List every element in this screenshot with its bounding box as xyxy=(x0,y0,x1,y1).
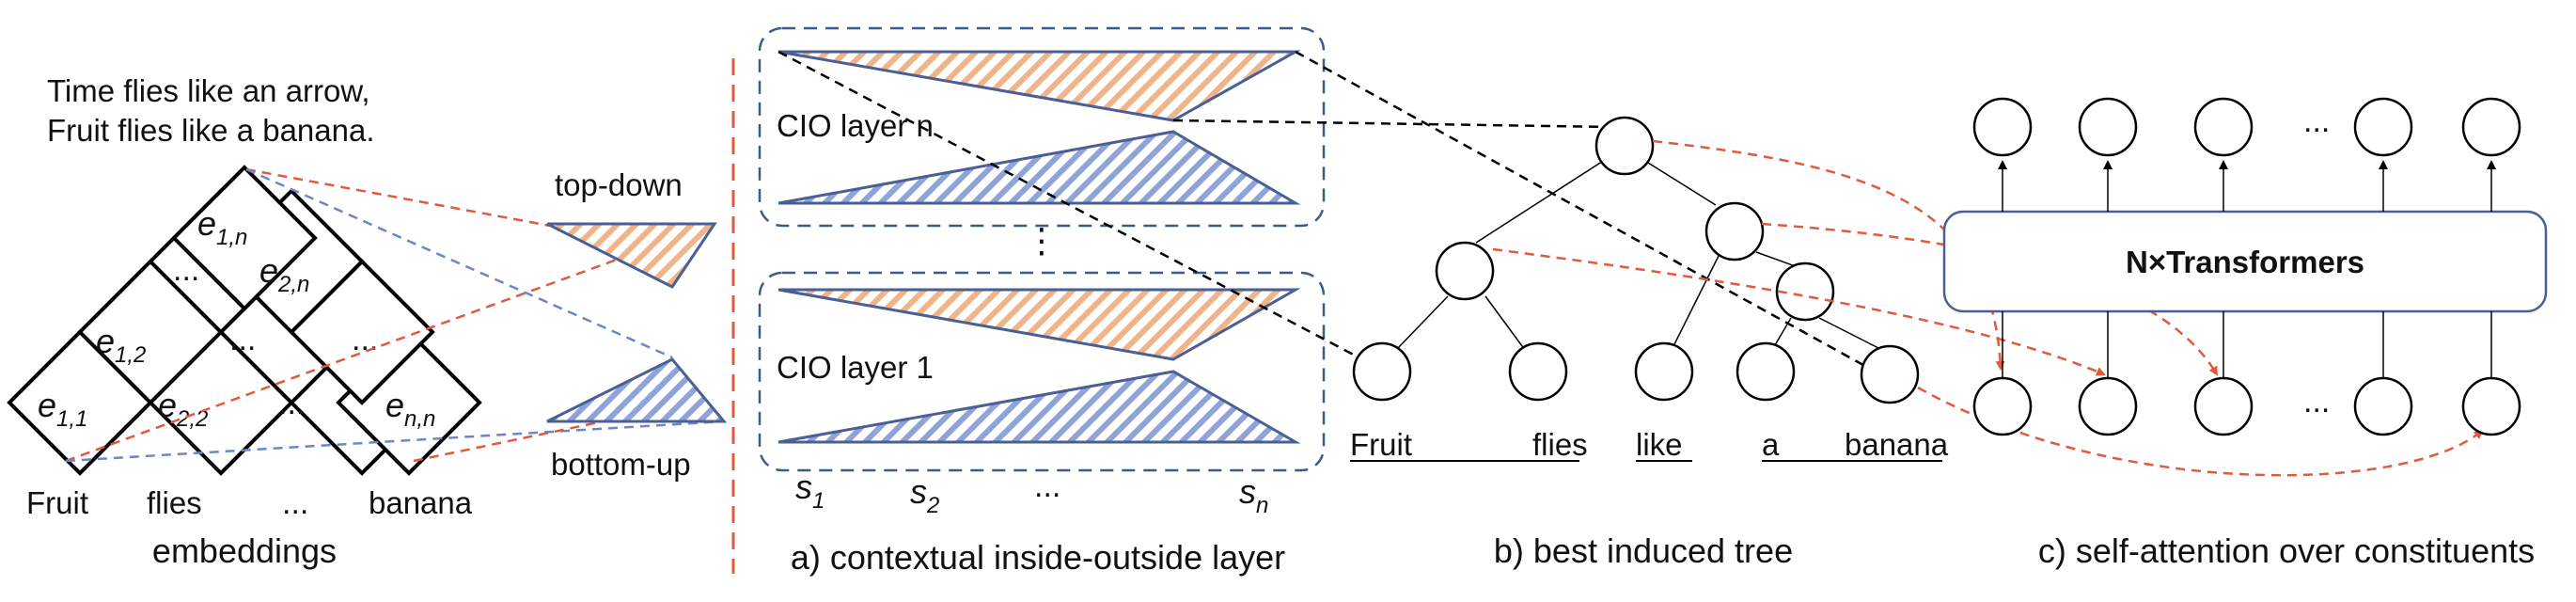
input-node-2 xyxy=(2078,376,2138,436)
span-label-sn: sn xyxy=(1239,472,1268,518)
tree-leaf-a xyxy=(1736,341,1796,402)
embedding-word-1: Fruit xyxy=(26,485,88,520)
proj-red-2 xyxy=(65,222,715,463)
tree-node-right xyxy=(1704,201,1765,261)
cell-label-ellipsis-3: ... xyxy=(352,322,378,357)
sentence-line-1: Time flies like an arrow, xyxy=(47,73,370,108)
tree-edge xyxy=(1395,295,1449,351)
output-node-5 xyxy=(2461,97,2521,157)
tree-word-fruit: Fruit xyxy=(1350,427,1412,462)
output-ellipsis: ... xyxy=(2303,103,2330,139)
attn-arrow-left xyxy=(1492,247,2106,376)
cell-label-e11: e1,1 xyxy=(38,386,87,432)
transformer-block xyxy=(1942,210,2548,313)
input-ellipsis: ... xyxy=(2303,384,2330,420)
tree-leaf-fruit xyxy=(1352,341,1412,402)
tree-edge xyxy=(1484,295,1526,351)
tree-edge xyxy=(1671,255,1720,351)
cell-label-e22: e2,2 xyxy=(158,386,208,432)
induced-tree-panel: Fruit flies like a banana b) best induce… xyxy=(1350,116,1949,570)
cio-caption: a) contextual inside-outside layer xyxy=(791,538,1285,577)
cio-layer-n-box xyxy=(758,26,1326,228)
cell-label-e12: e1,2 xyxy=(96,322,146,368)
span-label-ellipsis: ... xyxy=(1034,468,1060,504)
cio-layer-1-bottom-triangle xyxy=(778,370,1301,444)
tree-word-a: a xyxy=(1762,427,1780,462)
tree-word-like: like xyxy=(1636,427,1683,462)
tree-node-root xyxy=(1594,116,1655,176)
span-label-s2: s2 xyxy=(910,472,939,518)
output-node-4 xyxy=(2353,97,2413,157)
cell-label-enn: en,n xyxy=(385,386,435,432)
link-layer-to-banana xyxy=(1295,50,1881,376)
cell-label-e1n: e1,n xyxy=(197,204,247,250)
link-layer-to-root xyxy=(1172,119,1616,129)
cio-layer-1-box xyxy=(758,271,1326,472)
input-node-4 xyxy=(2353,376,2413,436)
sentence-line-2: Fruit flies like a banana. xyxy=(47,113,375,148)
tree-word-flies: flies xyxy=(1532,427,1588,462)
bottom-up-label: bottom-up xyxy=(551,447,691,482)
link-layer-to-leaf xyxy=(778,50,1381,371)
cio-layers-panel: CIO layer n ⋮ CIO layer 1 s1 s2 ... sn a… xyxy=(758,26,1326,577)
cio-layer-1-top-triangle xyxy=(778,288,1301,361)
embedding-word-4: banana xyxy=(369,485,473,520)
tree-leaf-like xyxy=(1634,341,1694,402)
tree-leaf-banana xyxy=(1860,344,1920,404)
tree-edge xyxy=(1640,157,1717,206)
transformer-label: N×Transformers xyxy=(2126,245,2364,279)
tree-edge xyxy=(1818,317,1883,351)
cell-label-ellipsis-2: ... xyxy=(229,322,256,357)
input-node-1 xyxy=(1972,376,2033,436)
cio-layer-n-top-triangle xyxy=(778,50,1301,122)
top-down-triangle xyxy=(546,222,717,289)
proj-red-1 xyxy=(245,167,551,228)
proj-blue-1 xyxy=(245,167,673,359)
cell-label-e2n: e2,n xyxy=(259,251,309,297)
cio-layer-1-label: CIO layer 1 xyxy=(777,350,934,385)
cio-layer-n-bottom-triangle xyxy=(778,130,1301,205)
embedding-word-2: flies xyxy=(147,485,202,520)
output-node-1 xyxy=(1972,97,2033,157)
cell-label-ellipsis-1: ... xyxy=(278,386,305,421)
span-label-s1: s1 xyxy=(795,467,825,514)
attn-arrow-root xyxy=(1652,139,2005,371)
input-node-5 xyxy=(2461,376,2521,436)
attention-caption: c) self-attention over constituents xyxy=(2038,531,2535,570)
bottom-up-triangle xyxy=(546,357,728,423)
chart-cell-e1n xyxy=(171,165,318,311)
top-down-label: top-down xyxy=(555,167,683,202)
tree-node-left xyxy=(1435,241,1495,301)
chart-cells xyxy=(7,165,482,476)
cell-label-ellipsis-4: ... xyxy=(173,252,199,288)
tree-word-banana: banana xyxy=(1845,427,1949,462)
input-node-3 xyxy=(2193,376,2254,436)
tree-leaf-flies xyxy=(1508,341,1568,402)
embeddings-panel: Time flies like an arrow, Fruit flies li… xyxy=(7,73,728,570)
embeddings-caption: embeddings xyxy=(152,531,337,570)
tree-edge xyxy=(1475,157,1609,244)
cio-layer-n-label: CIO layer n xyxy=(777,108,934,143)
attn-arrow-right xyxy=(1761,222,2219,376)
output-node-3 xyxy=(2193,97,2254,157)
proj-blue-2 xyxy=(65,420,725,463)
tree-caption: b) best induced tree xyxy=(1494,531,1793,570)
self-attention-panel: N×Transformers ... ... c) self-attention… xyxy=(1942,97,2548,570)
output-node-2 xyxy=(2078,97,2138,157)
tree-node-right-inner xyxy=(1775,261,1835,322)
layers-vertical-ellipsis: ⋮ xyxy=(1025,221,1059,260)
embedding-word-3: ... xyxy=(282,485,308,521)
